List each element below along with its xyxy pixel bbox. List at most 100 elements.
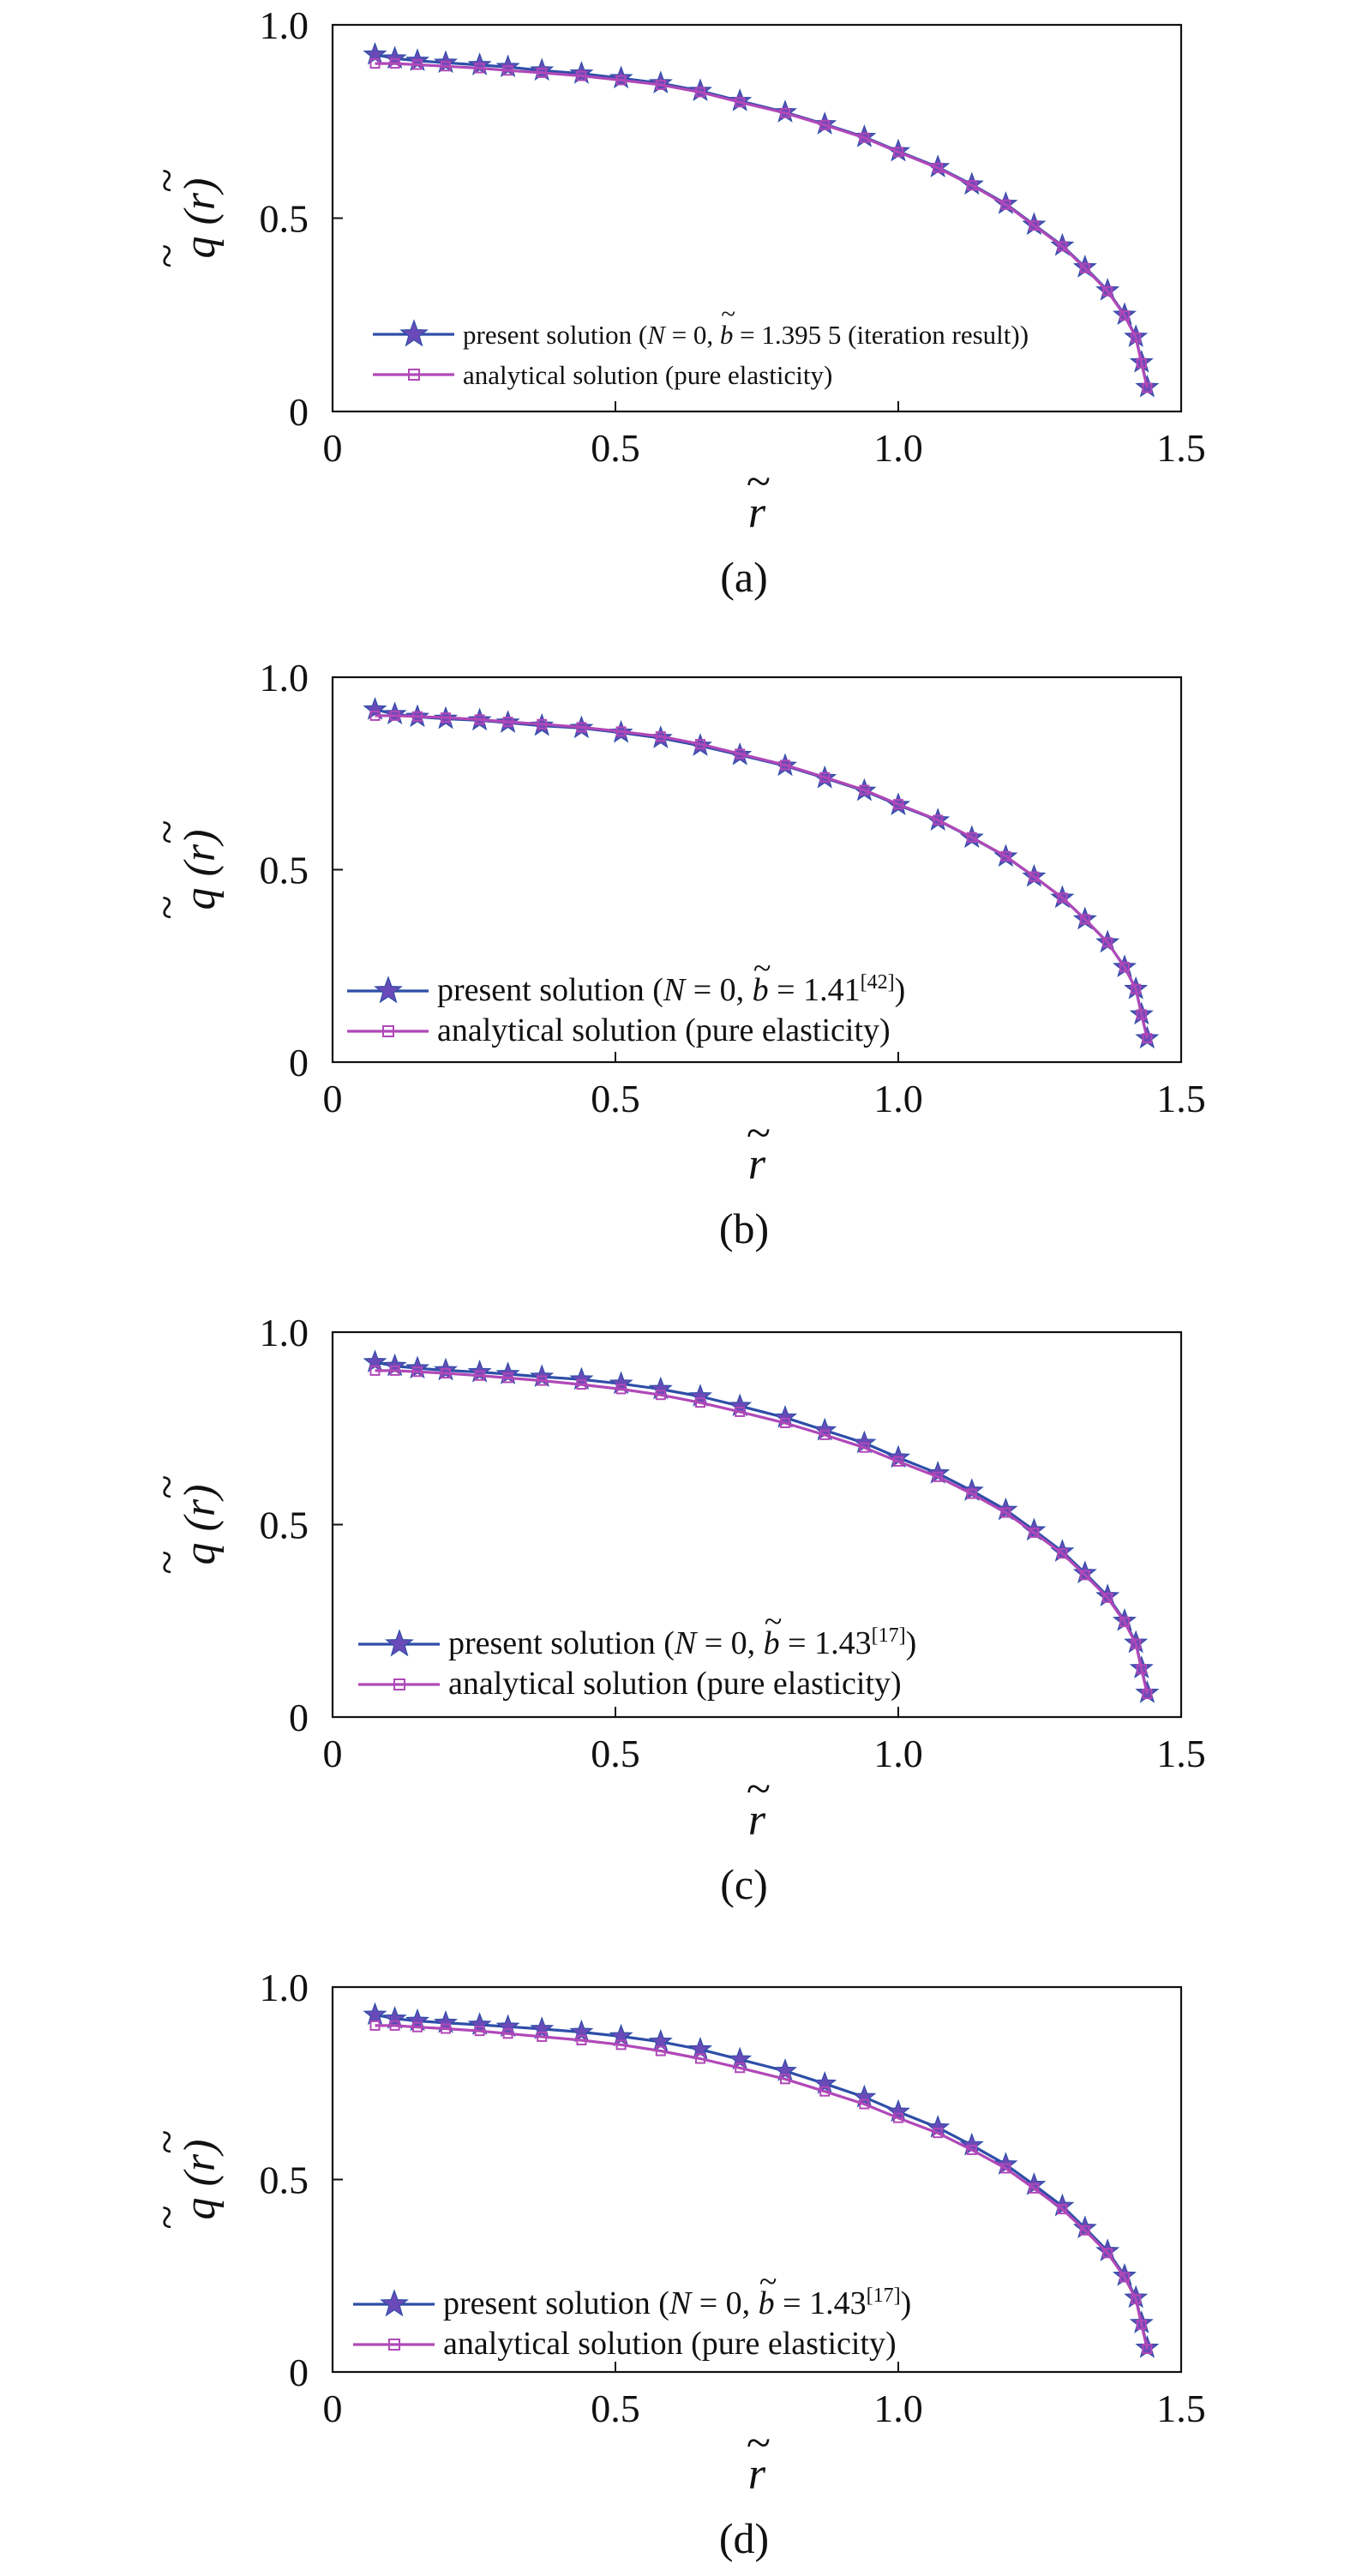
data-point-square [389, 1365, 400, 1376]
legend-label: present solution (N = 0, b = 1.395 5 (it… [463, 320, 1029, 350]
data-point-square [1131, 332, 1142, 343]
data-point-square [615, 2039, 627, 2051]
data-point-square [1142, 382, 1153, 393]
legend-text-pre: present solution ( [443, 2285, 669, 2321]
x-tick-label: 1.5 [1156, 426, 1206, 470]
x-tick-label: 0.5 [591, 1077, 640, 1120]
y-axis-label: q (r) [176, 1485, 225, 1565]
data-point-square [576, 70, 587, 81]
data-point-square [1136, 1009, 1147, 1020]
x-tick-label: 1.5 [1156, 1077, 1206, 1120]
data-point-star [687, 1384, 713, 1407]
y-axis-label: q (r) [176, 178, 225, 259]
y-tick-label: 0.5 [260, 849, 309, 892]
legend-b-var: b [753, 972, 769, 1008]
legend-b-var: b [720, 320, 734, 350]
legend-label: present solution (N = 0, b = 1.43[17]) [443, 2285, 911, 2321]
data-point-square [859, 2099, 870, 2110]
data-point-square [1119, 1617, 1130, 1628]
x-tick-label: 0.5 [591, 2387, 640, 2430]
data-point-square [780, 760, 790, 771]
x-tick-label: 0 [323, 2387, 343, 2430]
legend-text-post: ) [906, 1625, 917, 1661]
data-point-square [1119, 2272, 1130, 2283]
data-point-square [474, 63, 485, 74]
legend-b-tilde: ~ [759, 2264, 777, 2300]
data-point-square [1131, 2294, 1142, 2305]
data-point-square [859, 132, 870, 143]
data-point-square [1136, 357, 1147, 369]
legend: present solution (N = 0, b = 1.43[17])~a… [358, 1604, 916, 1702]
x-tick-label: 0.5 [591, 1732, 640, 1775]
data-point-star [1095, 2238, 1120, 2261]
data-point-square [933, 162, 944, 173]
series-line-analytical [375, 714, 1149, 1039]
data-point-square [441, 712, 451, 724]
data-point-star [687, 2036, 713, 2060]
data-point-square [1000, 850, 1011, 862]
legend: present solution (N = 0, b = 1.41[42])~a… [347, 951, 905, 1048]
data-point-square [576, 1379, 587, 1390]
data-point-square [695, 1397, 705, 1408]
data-point-square [780, 2074, 790, 2085]
data-point-square [655, 1390, 666, 1401]
data-point-star [852, 2084, 877, 2108]
data-point-star [648, 70, 673, 94]
data-point-star [495, 2014, 520, 2038]
data-point-square [1000, 1507, 1011, 1518]
data-point-square [1142, 1689, 1153, 1700]
data-point-square [441, 1368, 451, 1379]
x-tick-label: 1.0 [873, 2387, 923, 2430]
y-tick-label: 1.0 [260, 1311, 309, 1354]
data-point-star [382, 701, 407, 725]
data-point-square [537, 1375, 548, 1386]
data-point-square [537, 718, 548, 730]
legend-b-var: b [759, 2285, 775, 2321]
y-tick-label: 0.5 [260, 1504, 309, 1547]
x-tick-label: 1.0 [873, 1077, 923, 1120]
data-point-square [474, 1370, 485, 1381]
y-axis-tilde-q: ~ [143, 895, 192, 919]
y-tick-label: 0 [289, 2351, 309, 2394]
legend-n-val: = 0, [665, 320, 720, 350]
data-point-square [1142, 2344, 1153, 2355]
data-point-square [1102, 937, 1113, 948]
panel-label: (c) [720, 1860, 768, 1908]
data-point-square [1102, 2248, 1113, 2259]
data-point-square [819, 772, 831, 783]
data-point-square [735, 748, 746, 760]
legend-label: analytical solution (pure elasticity) [448, 1666, 902, 1702]
data-point-square [735, 1406, 746, 1417]
legend-b-val: = 1.43 [775, 2285, 867, 2321]
data-point-star [648, 2029, 673, 2052]
data-point-square [655, 2045, 666, 2057]
legend-marker-square [388, 2339, 400, 2351]
data-point-square [655, 731, 666, 742]
data-point-square [1119, 310, 1130, 321]
legend-marker-square [393, 1678, 405, 1690]
data-point-star [1095, 1583, 1120, 1606]
data-point-square [1000, 2163, 1011, 2174]
data-point-square [389, 58, 400, 69]
y-tick-label: 1.0 [260, 3, 309, 47]
data-point-square [1057, 241, 1068, 252]
data-point-square [859, 784, 870, 796]
x-axis-tilde: ~ [747, 458, 771, 507]
legend-b-tilde: ~ [721, 298, 735, 328]
legend-marker-star [399, 319, 429, 347]
data-point-square [695, 87, 705, 98]
data-point-square [1079, 2225, 1090, 2236]
legend-marker-square [408, 369, 420, 381]
legend-text-pre: present solution ( [437, 972, 663, 1008]
x-tick-label: 1.0 [873, 1732, 923, 1775]
data-point-square [369, 1365, 381, 1376]
data-point-square [819, 2086, 831, 2097]
data-point-square [474, 2026, 485, 2037]
data-point-square [966, 2144, 977, 2155]
data-point-square [1136, 2319, 1147, 2330]
data-point-star [813, 2070, 837, 2094]
y-axis-tilde-r: ~ [143, 1474, 192, 1498]
data-point-star [530, 2016, 555, 2039]
y-tick-label: 1.0 [260, 656, 309, 700]
data-point-square [1029, 220, 1040, 231]
